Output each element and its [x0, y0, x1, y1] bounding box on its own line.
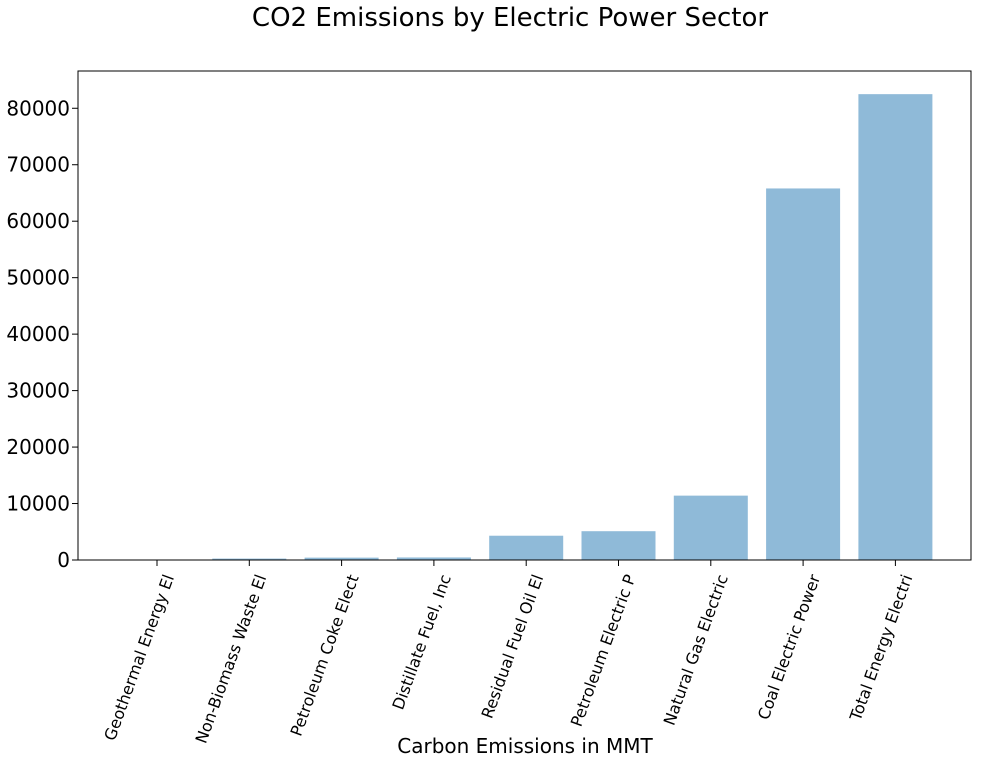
bar-5 — [581, 531, 656, 560]
y-tick-label-7: 70000 — [6, 153, 70, 177]
bar-1 — [212, 558, 287, 560]
x-tick-label-3: Distillate Fuel, Inc — [388, 572, 455, 712]
x-tick-label-2: Petroleum Coke Elect — [287, 572, 363, 739]
bar-2 — [304, 557, 379, 560]
x-tick-label-7: Coal Electric Power — [754, 572, 824, 723]
y-tick-label-3: 30000 — [6, 379, 70, 403]
bar-7 — [766, 188, 841, 560]
bar-4 — [489, 535, 564, 560]
bar-6 — [673, 495, 748, 560]
x-tick-label-1: Non-Biomass Waste El — [192, 572, 271, 746]
bars-group — [120, 94, 933, 561]
x-tick-label-8: Total Energy Electri — [846, 572, 917, 724]
x-axis-label: Carbon Emissions in MMT — [397, 734, 653, 758]
x-tick-label-0: Geothermal Energy El — [100, 572, 178, 743]
x-tick-label-6: Natural Gas Electric — [660, 572, 732, 728]
y-tick-label-2: 20000 — [6, 435, 70, 459]
plot-frame — [77, 70, 972, 561]
y-tick-label-6: 60000 — [6, 209, 70, 233]
bar-8 — [858, 94, 933, 561]
y-tick-label-4: 40000 — [6, 322, 70, 346]
y-tick-label-8: 80000 — [6, 96, 70, 120]
x-tick-label-4: Residual Fuel Oil El — [478, 572, 548, 721]
y-tick-label-1: 10000 — [6, 492, 70, 516]
x-tick-label-5: Petroleum Electric P — [567, 572, 640, 729]
x-axis: Geothermal Energy El Non-Biomass Waste El… — [100, 560, 916, 746]
chart-title: CO2 Emissions by Electric Power Sector — [252, 3, 768, 33]
y-tick-label-5: 50000 — [6, 266, 70, 290]
y-axis: 0 10000 20000 30000 40000 50000 60000 70000 8000… — [6, 96, 78, 572]
bar-3 — [396, 557, 471, 560]
y-tick-label-0: 0 — [57, 548, 70, 572]
